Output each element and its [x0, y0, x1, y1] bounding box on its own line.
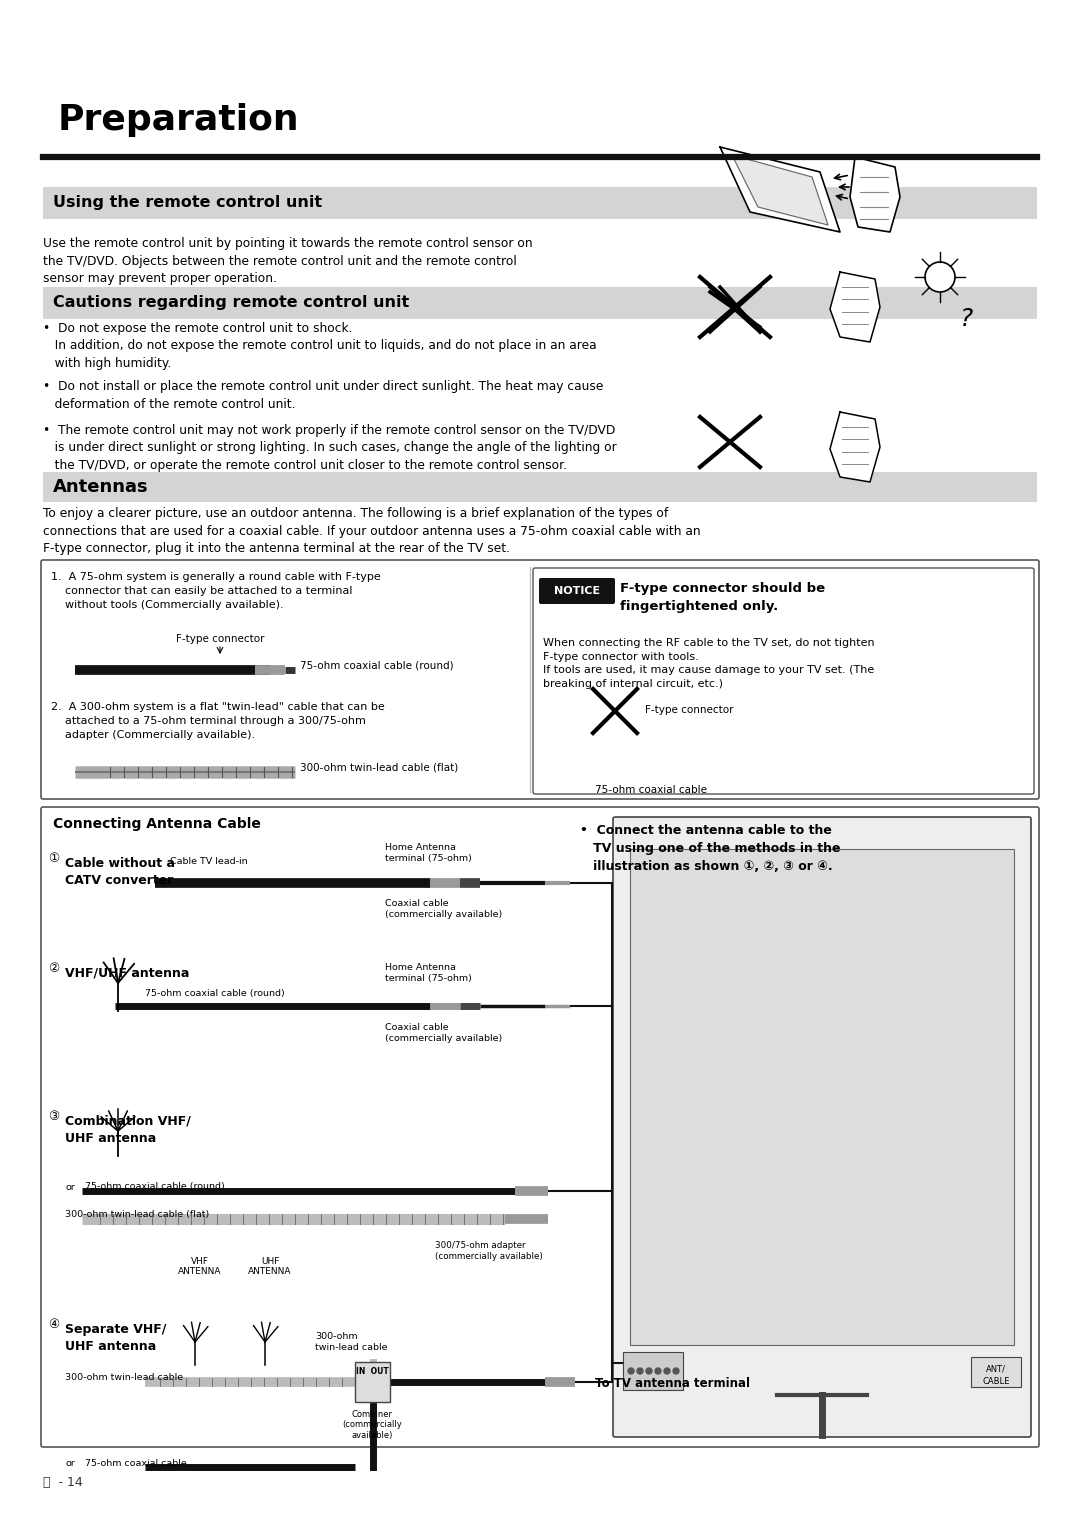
- Text: ②: ②: [48, 962, 59, 976]
- Text: To enjoy a clearer picture, use an outdoor antenna. The following is a brief exp: To enjoy a clearer picture, use an outdo…: [43, 507, 701, 554]
- Text: •  Connect the antenna cable to the
   TV using one of the methods in the
   ill: • Connect the antenna cable to the TV us…: [580, 825, 840, 873]
- Text: Coaxial cable
(commercially available): Coaxial cable (commercially available): [384, 899, 502, 919]
- Text: IN  OUT: IN OUT: [356, 1367, 389, 1376]
- Text: When connecting the RF cable to the TV set, do not tighten
F-type connector with: When connecting the RF cable to the TV s…: [543, 638, 875, 689]
- Text: •  Do not install or place the remote control unit under direct sunlight. The he: • Do not install or place the remote con…: [43, 380, 604, 411]
- Text: Antennas: Antennas: [53, 478, 149, 496]
- Text: ?: ?: [960, 307, 973, 331]
- Text: ③: ③: [48, 1110, 59, 1124]
- Polygon shape: [850, 157, 900, 232]
- Bar: [630, 849, 1014, 1345]
- Text: ANT/
CABLE: ANT/ CABLE: [983, 1365, 1010, 1387]
- Bar: [43, 186, 1037, 218]
- Text: Cable without a
CATV converter: Cable without a CATV converter: [65, 857, 175, 887]
- Text: or: or: [65, 1182, 75, 1191]
- Text: F-type connector: F-type connector: [645, 705, 733, 715]
- Text: Using the remote control unit: Using the remote control unit: [53, 195, 322, 211]
- FancyBboxPatch shape: [41, 806, 1039, 1448]
- Text: Combiner
(commercially
available): Combiner (commercially available): [342, 1409, 403, 1440]
- Text: Connecting Antenna Cable: Connecting Antenna Cable: [53, 817, 261, 831]
- Circle shape: [664, 1368, 670, 1374]
- Text: Preparation: Preparation: [58, 102, 299, 137]
- Circle shape: [646, 1368, 652, 1374]
- Text: 75-ohm coaxial cable (round): 75-ohm coaxial cable (round): [300, 661, 454, 670]
- Text: Coaxial cable
(commercially available): Coaxial cable (commercially available): [384, 1023, 502, 1043]
- Text: Use the remote control unit by pointing it towards the remote control sensor on
: Use the remote control unit by pointing …: [43, 237, 532, 286]
- Text: •  Do not expose the remote control unit to shock.
   In addition, do not expose: • Do not expose the remote control unit …: [43, 322, 596, 370]
- Text: Cable TV lead-in: Cable TV lead-in: [170, 857, 247, 866]
- Polygon shape: [720, 147, 840, 232]
- Text: 75-ohm coaxial cable (round): 75-ohm coaxial cable (round): [145, 989, 285, 999]
- Polygon shape: [831, 272, 880, 342]
- Text: 300-ohm twin-lead cable (flat): 300-ohm twin-lead cable (flat): [65, 1211, 210, 1220]
- Bar: [43, 287, 1037, 319]
- Text: 75-ohm coaxial cable: 75-ohm coaxial cable: [595, 785, 707, 796]
- Text: NOTICE: NOTICE: [554, 586, 600, 596]
- Text: Home Antenna
terminal (75-ohm): Home Antenna terminal (75-ohm): [384, 964, 472, 983]
- FancyBboxPatch shape: [539, 579, 615, 605]
- Text: 300-ohm
twin-lead cable: 300-ohm twin-lead cable: [315, 1332, 388, 1351]
- Text: 300-ohm twin-lead cable: 300-ohm twin-lead cable: [65, 1373, 184, 1382]
- Text: •  The remote control unit may not work properly if the remote control sensor on: • The remote control unit may not work p…: [43, 425, 617, 472]
- Text: ④: ④: [48, 1318, 59, 1332]
- Text: To TV antenna terminal: To TV antenna terminal: [595, 1377, 750, 1390]
- Text: 75-ohm coaxial cable: 75-ohm coaxial cable: [85, 1458, 187, 1467]
- Text: ⓔ  - 14: ⓔ - 14: [43, 1477, 83, 1489]
- Text: Home Antenna
terminal (75-ohm): Home Antenna terminal (75-ohm): [384, 843, 472, 863]
- Bar: [43, 472, 1037, 502]
- Circle shape: [637, 1368, 643, 1374]
- Bar: [971, 1358, 1021, 1387]
- Text: UHF
ANTENNA: UHF ANTENNA: [248, 1257, 292, 1277]
- Circle shape: [924, 263, 955, 292]
- Bar: [355, 1362, 390, 1402]
- Text: F-type connector: F-type connector: [176, 634, 265, 644]
- Text: F-type connector should be
fingertightened only.: F-type connector should be fingertighten…: [620, 582, 825, 612]
- Polygon shape: [831, 412, 880, 483]
- FancyBboxPatch shape: [41, 560, 1039, 799]
- Text: ①: ①: [48, 852, 59, 866]
- Text: 75-ohm coaxial cable (round): 75-ohm coaxial cable (round): [85, 1182, 225, 1191]
- Text: Cautions regarding remote control unit: Cautions regarding remote control unit: [53, 296, 409, 310]
- FancyBboxPatch shape: [534, 568, 1034, 794]
- Polygon shape: [732, 156, 828, 224]
- Text: VHF
ANTENNA: VHF ANTENNA: [178, 1257, 221, 1277]
- Circle shape: [627, 1368, 634, 1374]
- Text: 300/75-ohm adapter
(commercially available): 300/75-ohm adapter (commercially availab…: [435, 1241, 543, 1261]
- Text: or: or: [65, 1458, 75, 1467]
- Text: 2.  A 300-ohm system is a flat "twin-lead" cable that can be
    attached to a 7: 2. A 300-ohm system is a flat "twin-lead…: [51, 702, 384, 741]
- Bar: [623, 1351, 683, 1390]
- Text: VHF/UHF antenna: VHF/UHF antenna: [65, 967, 189, 980]
- Text: Combination VHF/
UHF antenna: Combination VHF/ UHF antenna: [65, 1115, 191, 1145]
- Text: Separate VHF/
UHF antenna: Separate VHF/ UHF antenna: [65, 1322, 166, 1353]
- Circle shape: [654, 1368, 661, 1374]
- FancyBboxPatch shape: [613, 817, 1031, 1437]
- Text: 300-ohm twin-lead cable (flat): 300-ohm twin-lead cable (flat): [300, 764, 458, 773]
- Text: 1.  A 75-ohm system is generally a round cable with F-type
    connector that ca: 1. A 75-ohm system is generally a round …: [51, 573, 381, 609]
- Circle shape: [673, 1368, 679, 1374]
